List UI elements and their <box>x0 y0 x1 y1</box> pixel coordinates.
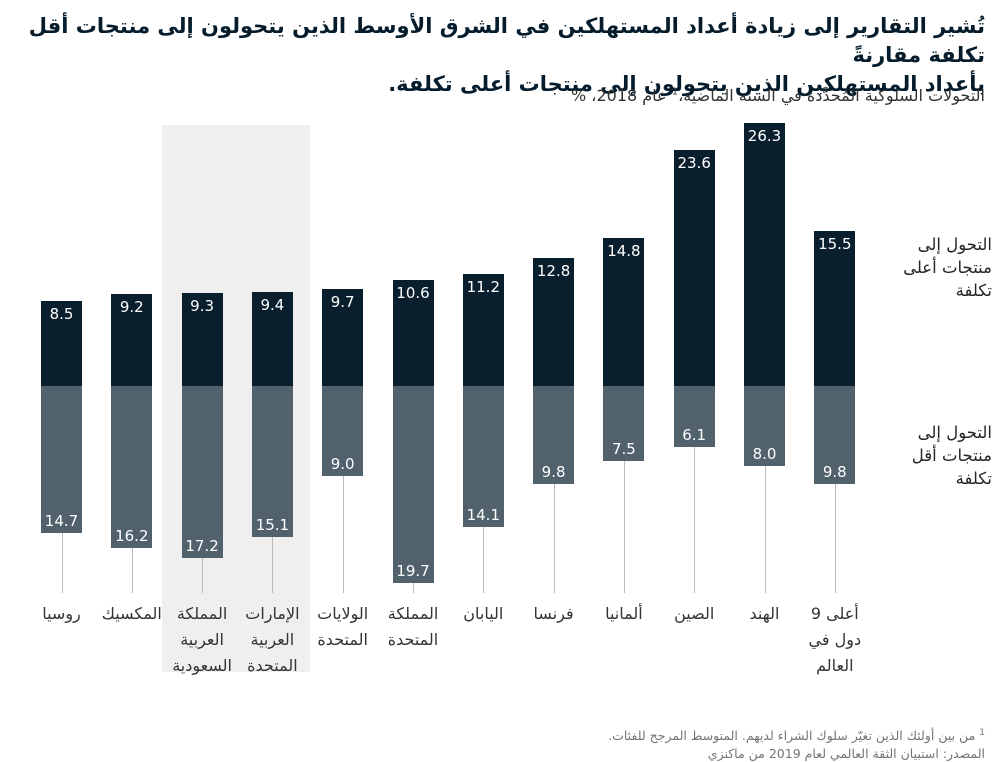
bar-trade-up: 9.7 <box>322 289 364 386</box>
value-label-trade-down: 9.0 <box>330 455 355 473</box>
value-label-trade-up: 12.8 <box>536 262 571 280</box>
value-label-trade-up: 26.3 <box>747 127 782 145</box>
bar-trade-up: 12.8 <box>533 258 575 386</box>
footnote: 1 من بين أولئك الذين تغيّر سلوك الشراء ل… <box>8 725 985 762</box>
value-label-trade-down: 14.7 <box>44 512 79 530</box>
value-label-trade-down: 9.8 <box>822 463 847 481</box>
value-label-trade-down: 19.7 <box>396 562 430 580</box>
category-connector-line <box>764 466 766 593</box>
value-label-trade-down: 15.1 <box>255 516 290 534</box>
bar-trade-up: 23.6 <box>673 150 715 386</box>
value-label-trade-up: 11.2 <box>466 278 500 296</box>
category-connector-line <box>202 558 204 593</box>
footnote-marker: 1 <box>979 728 985 738</box>
footnote-source: المصدر: استبيان الثقة العالمي لعام 2019 … <box>707 745 985 761</box>
category-connector-line <box>413 583 414 593</box>
category-connector-line <box>483 527 485 593</box>
value-label-trade-up: 9.2 <box>119 298 144 316</box>
bar-trade-down: 7.5 <box>603 386 645 461</box>
category-label: الصين <box>674 604 715 623</box>
value-label-trade-up: 15.5 <box>818 235 852 253</box>
bar-trade-up: 26.3 <box>744 123 785 386</box>
value-label-trade-up: 9.3 <box>190 297 215 315</box>
bar-trade-down: 19.7 <box>392 386 434 583</box>
bar-trade-down: 14.7 <box>41 386 82 533</box>
value-label-trade-up: 23.6 <box>677 154 711 172</box>
bar-trade-down: 9.0 <box>322 386 364 476</box>
chart-title: تُشير التقارير إلى زيادة أعداد المستهلكي… <box>28 14 985 96</box>
bar-trade-down: 6.1 <box>673 386 715 447</box>
bar-trade-down: 17.2 <box>181 386 223 558</box>
bar-trade-up: 9.4 <box>251 292 293 386</box>
bar-trade-down: 9.8 <box>814 386 856 484</box>
value-label-trade-up: 8.5 <box>49 305 74 323</box>
bar-trade-down: 15.1 <box>251 386 293 537</box>
value-label-trade-down: 17.2 <box>185 537 219 555</box>
category-label: المملكة العربية السعودية <box>172 604 232 675</box>
bar-trade-down: 16.2 <box>111 386 153 548</box>
legend-trade-down: التحول إلى منتجات أقل تكلفة <box>911 423 992 488</box>
category-label: اليابان <box>463 604 504 623</box>
bar-trade-up: 8.5 <box>41 301 82 386</box>
footnote-text: من بين أولئك الذين تغيّر سلوك الشراء لدي… <box>608 728 976 744</box>
value-label-trade-down: 8.0 <box>752 445 777 463</box>
legend-trade-up: التحول إلى منتجات أعلى تكلفة <box>903 235 992 300</box>
category-connector-line <box>131 548 133 593</box>
value-label-trade-down: 6.1 <box>682 426 707 444</box>
value-label-trade-down: 14.1 <box>466 506 500 524</box>
bar-trade-up: 10.6 <box>392 280 434 386</box>
category-connector-line <box>342 476 344 593</box>
category-label: أعلى 9 دول في العالم <box>808 604 862 675</box>
subtitle-period: عام 2018، % <box>571 86 667 105</box>
category-label: فرنسا <box>533 604 574 623</box>
category-label: الهند <box>749 604 780 623</box>
category-connector-line <box>61 533 63 593</box>
category-connector-line <box>553 484 555 593</box>
category-connector-line <box>272 537 274 593</box>
bar-trade-up: 9.2 <box>111 294 153 386</box>
value-label-trade-up: 9.4 <box>260 296 285 314</box>
category-label: ألمانيا <box>605 604 643 623</box>
category-label: روسيا <box>42 604 81 623</box>
value-label-trade-up: 9.7 <box>330 293 355 311</box>
subtitle-footnote-marker: 1 <box>671 86 679 98</box>
category-connector-line <box>694 447 696 593</box>
category-label: الإمارات العربية المتحدة <box>245 604 300 675</box>
footnote-line: 1 من بين أولئك الذين تغيّر سلوك الشراء ل… <box>8 725 985 745</box>
category-connector-line <box>623 461 625 593</box>
value-label-trade-up: 10.6 <box>396 284 430 302</box>
bar-trade-up: 9.3 <box>181 293 223 386</box>
category-connector-line <box>834 484 836 593</box>
value-label-trade-up: 14.8 <box>607 242 641 260</box>
category-label: المملكة المتحدة <box>387 604 439 649</box>
subtitle-text: التحولات السلوكية المُحدَّدة في السنة ال… <box>678 86 985 105</box>
category-label: الولايات المتحدة <box>317 604 369 649</box>
value-label-trade-down: 16.2 <box>115 527 149 545</box>
bar-trade-down: 8.0 <box>744 386 785 466</box>
value-label-trade-down: 7.5 <box>611 440 636 458</box>
bar-trade-up: 14.8 <box>603 238 645 386</box>
value-label-trade-down: 9.8 <box>541 463 566 481</box>
bar-trade-up: 11.2 <box>462 274 504 386</box>
chart-subtitle: التحولات السلوكية المُحدَّدة في السنة ال… <box>8 86 985 105</box>
bar-trade-up: 15.5 <box>814 231 856 386</box>
bar-trade-down: 14.1 <box>462 386 504 527</box>
bar-trade-down: 9.8 <box>533 386 575 484</box>
category-label: المكسيك <box>101 604 162 623</box>
